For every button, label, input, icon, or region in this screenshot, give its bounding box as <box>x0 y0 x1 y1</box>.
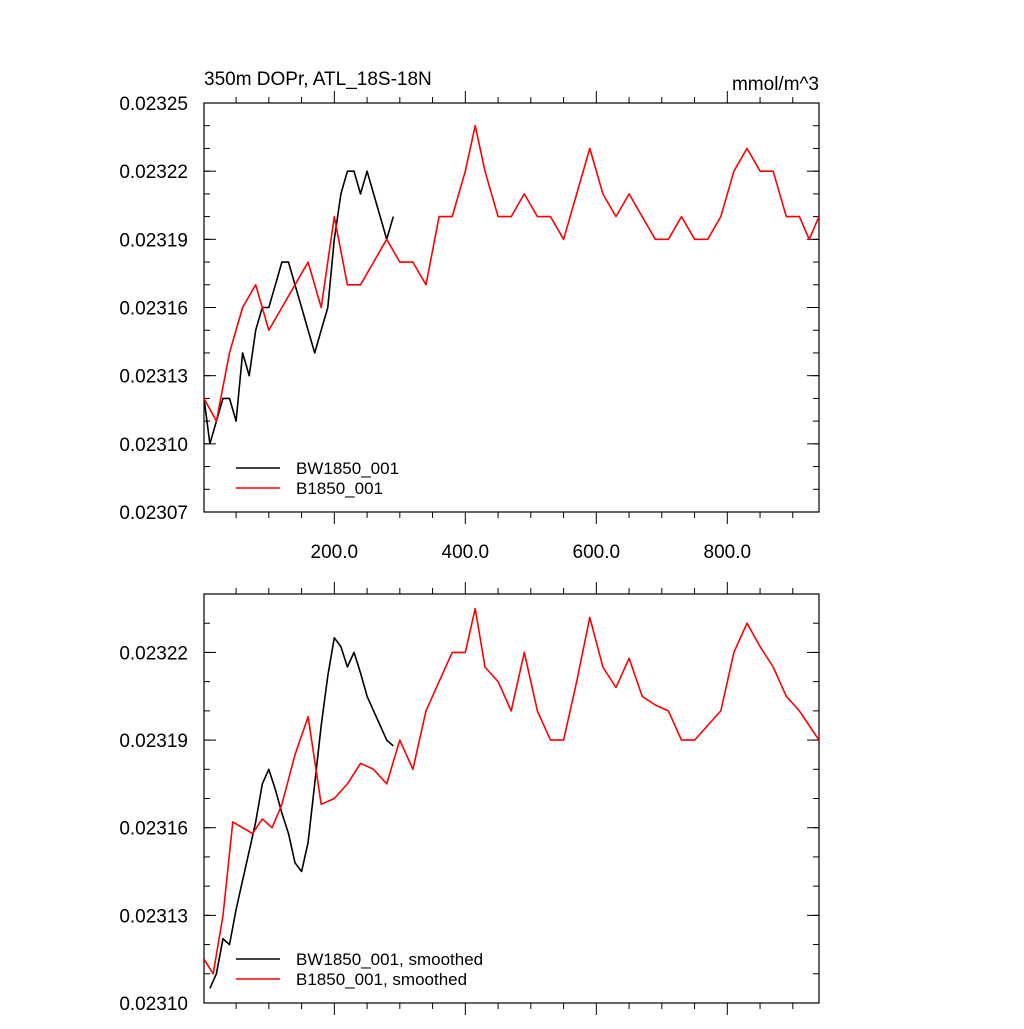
x-tick-label: 200.0 <box>311 542 359 563</box>
chart-panel-2: 0.02310 0.02313 0.02316 0.02319 0.02322 BW185… <box>119 582 820 1015</box>
y-tick-label: 0.02310 <box>119 994 188 1015</box>
y-tick-label: 0.02307 <box>119 503 188 524</box>
plot-frame <box>203 102 820 513</box>
x-tick-label: 600.0 <box>573 542 621 563</box>
y-tick-label: 0.02322 <box>119 162 188 183</box>
legend-label: BW1850_001, smoothed <box>296 950 483 969</box>
chart-units: mmol/m^3 <box>732 74 819 95</box>
y-tick-label: 0.02313 <box>119 906 188 927</box>
series-line-2 <box>204 124 819 422</box>
series-line-2 <box>204 607 819 975</box>
series-line-1 <box>204 170 395 445</box>
y-tick-label: 0.02316 <box>119 819 188 840</box>
y-tick-label: 0.02316 <box>119 299 188 320</box>
y-tick-label: 0.02319 <box>119 731 188 752</box>
plot-frame <box>203 593 820 1004</box>
legend-label: BW1850_001 <box>296 459 399 478</box>
legend-label: B1850_001 <box>296 479 383 498</box>
y-tick-label: 0.02313 <box>119 367 188 388</box>
legend-label: B1850_001, smoothed <box>296 970 467 989</box>
y-tick-label: 0.02310 <box>119 435 188 456</box>
y-tick-label: 0.02325 <box>119 94 188 115</box>
y-tick-label: 0.02322 <box>119 643 188 664</box>
chart-title: 350m DOPr, ATL_18S-18N <box>204 69 432 90</box>
series-line-1 <box>209 636 394 989</box>
y-tick-label: 0.02319 <box>119 230 188 251</box>
x-tick-label: 400.0 <box>442 542 490 563</box>
chart-panel-1: 0.02307 0.02310 0.02313 0.02316 0.02319 0.023… <box>119 69 820 563</box>
x-tick-label: 800.0 <box>704 542 752 563</box>
